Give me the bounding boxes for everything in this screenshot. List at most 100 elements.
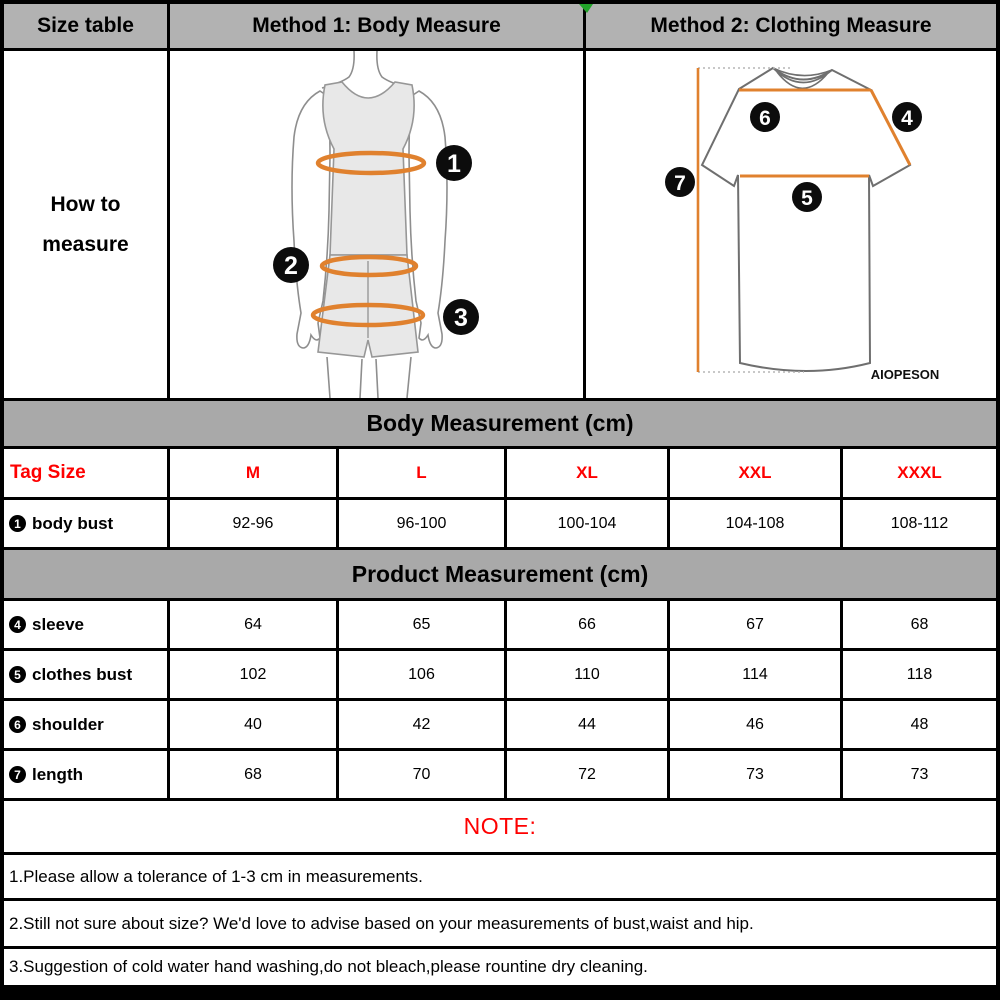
badge-1-number: 1	[447, 150, 461, 178]
row-label-text: shoulder	[32, 714, 104, 734]
row-label-text: clothes bust	[32, 664, 133, 684]
shoulder-xxl: 46	[667, 701, 840, 748]
badge-2-circle	[273, 247, 309, 283]
sleeve-measure-line	[869, 89, 912, 166]
badge-4-number: 4	[901, 107, 913, 130]
brand-text: AIOPESON	[871, 367, 940, 382]
circled-number-4: 4	[9, 616, 26, 633]
header-method2: Method 2: Clothing Measure	[583, 4, 996, 48]
body-bust-xxl: 104-108	[667, 500, 840, 547]
size-col-xxxl: XXXL	[840, 449, 996, 497]
header-size-table: Size table	[37, 14, 134, 37]
circled-number-7: 7	[9, 766, 26, 783]
row-label-text: body bust	[32, 513, 114, 533]
body-bust-m: 92-96	[167, 500, 336, 547]
length-m: 68	[167, 751, 336, 798]
row-label-shoulder: 6 shoulder	[4, 701, 167, 748]
header-row: Size table Method 1: Body Measure Method…	[4, 4, 996, 48]
row-label-sleeve: 4 sleeve	[4, 601, 167, 648]
circled-number-6: 6	[9, 716, 26, 733]
length-xxxl: 73	[840, 751, 996, 798]
table-row-length: 7 length 68 70 72 73 73	[4, 748, 996, 798]
note-2: 2.Still not sure about size? We'd love t…	[9, 913, 754, 933]
row-label-clothes-bust: 5 clothes bust	[4, 651, 167, 698]
tshirt-illustration: 6 4 5 7 AIOPESON	[665, 66, 940, 382]
product-measurement-title: Product Measurement (cm)	[351, 560, 649, 587]
badge-5-number: 5	[801, 187, 813, 210]
table-row-clothes-bust: 5 clothes bust 102 106 110 114 118	[4, 648, 996, 698]
chest-measure-ellipse	[315, 150, 427, 176]
body-tank-top	[322, 81, 415, 256]
badge-1-circle	[436, 145, 472, 181]
body-legs	[326, 356, 412, 398]
shoulder-l: 42	[336, 701, 504, 748]
circled-number-1: 1	[9, 515, 26, 532]
length-xl: 72	[504, 751, 667, 798]
body-neck-right	[376, 51, 410, 89]
size-col-m: M	[167, 449, 336, 497]
row-label-text: length	[32, 764, 83, 784]
sleeve-xxl: 67	[667, 601, 840, 648]
row-label-length: 7 length	[4, 751, 167, 798]
clothing-measure-diagram: 6 4 5 7 AIOPESON	[583, 51, 996, 398]
table-row-shoulder: 6 shoulder 40 42 44 46 48	[4, 698, 996, 748]
note-1: 1.Please allow a tolerance of 1-3 cm in …	[9, 866, 423, 886]
size-header-row: Tag Size M L XL XXL XXXL	[4, 446, 996, 497]
body-figure-illustration: 1 2 3	[273, 51, 479, 398]
table-row-sleeve: 4 sleeve 64 65 66 67 68	[4, 598, 996, 648]
tag-size-label: Tag Size	[10, 462, 86, 483]
clothes-bust-xxl: 114	[667, 651, 840, 698]
size-col-xl: XL	[504, 449, 667, 497]
product-measurement-band: Product Measurement (cm)	[4, 547, 996, 598]
sleeve-xl: 66	[504, 601, 667, 648]
shoulder-xl: 44	[504, 701, 667, 748]
header-method1: Method 1: Body Measure	[167, 4, 583, 48]
bottom-black-bar	[4, 985, 996, 1000]
body-left-arm	[291, 90, 331, 349]
tshirt-outline	[700, 66, 912, 372]
circled-number-5: 5	[9, 666, 26, 683]
body-measurement-title: Body Measurement (cm)	[366, 410, 634, 436]
tshirt-collar	[772, 67, 833, 89]
sleeve-l: 65	[336, 601, 504, 648]
length-xxl: 73	[667, 751, 840, 798]
hip-measure-ellipse	[310, 302, 426, 328]
clothes-bust-l: 106	[336, 651, 504, 698]
length-l: 70	[336, 751, 504, 798]
badge-7-number: 7	[674, 172, 686, 195]
row-label-body-bust: 1 body bust	[4, 500, 167, 547]
body-measurement-band: Body Measurement (cm)	[4, 398, 996, 446]
badge-3-number: 3	[454, 304, 468, 332]
row-label-text: sleeve	[32, 614, 84, 634]
note-title: NOTE:	[463, 813, 537, 839]
body-bust-xxxl: 108-112	[840, 500, 996, 547]
badge-5-circle	[792, 182, 822, 212]
note-title-row: NOTE:	[4, 798, 996, 852]
note-row-2: 2.Still not sure about size? We'd love t…	[4, 898, 996, 946]
how-to-line2: measure	[42, 232, 129, 256]
badge-4-circle	[892, 102, 922, 132]
size-col-l: L	[336, 449, 504, 497]
shoulder-m: 40	[167, 701, 336, 748]
clothes-bust-xl: 110	[504, 651, 667, 698]
illustration-row: How to measure	[4, 48, 996, 398]
badge-6-number: 6	[759, 107, 771, 130]
body-measure-diagram: 1 2 3	[167, 51, 583, 398]
note-row-3: 3.Suggestion of cold water hand washing,…	[4, 946, 996, 985]
how-to-measure-label: How to measure	[4, 51, 167, 398]
badge-6-circle	[750, 102, 780, 132]
waist-measure-ellipse	[319, 254, 419, 278]
clothes-bust-xxxl: 118	[840, 651, 996, 698]
green-corner-marker	[579, 4, 593, 13]
badge-3-circle	[443, 299, 479, 335]
body-bust-l: 96-100	[336, 500, 504, 547]
sleeve-m: 64	[167, 601, 336, 648]
table-row-body-bust: 1 body bust 92-96 96-100 100-104 104-108…	[4, 497, 996, 547]
size-col-xxl: XXL	[667, 449, 840, 497]
shoulder-xxxl: 48	[840, 701, 996, 748]
note-row-1: 1.Please allow a tolerance of 1-3 cm in …	[4, 852, 996, 898]
sleeve-xxxl: 68	[840, 601, 996, 648]
body-bust-xl: 100-104	[504, 500, 667, 547]
badge-7-circle	[665, 167, 695, 197]
